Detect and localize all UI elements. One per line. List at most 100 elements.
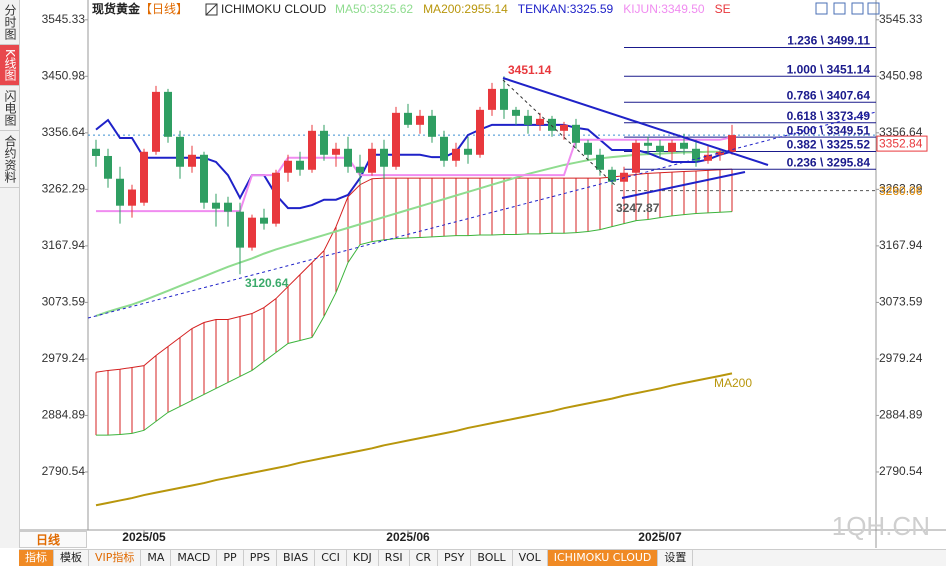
toolbar-tab[interactable]: KDJ <box>347 550 379 566</box>
candle-body <box>656 145 664 152</box>
fib-label: 0.500 \ 3349.51 <box>787 123 871 137</box>
candle-body <box>440 136 448 161</box>
cloud-span-a <box>96 211 733 436</box>
side-tabs: 分时图 K线图 闪电图 合约资料 <box>0 0 20 548</box>
toolbar-tab[interactable]: PSY <box>438 550 472 566</box>
y-tick-label-right: 2979.24 <box>879 351 923 365</box>
candle-body <box>548 118 556 131</box>
toolbar-tab[interactable]: MA <box>141 550 172 566</box>
timeframe[interactable]: 日线 <box>19 531 87 548</box>
candle-body <box>188 154 196 167</box>
x-tick-label: 2025/06 <box>386 530 430 544</box>
signal-label: SE <box>715 2 731 16</box>
toolbar-tab[interactable]: VOL <box>513 550 548 566</box>
toolbar-tab[interactable]: VIP指标 <box>89 550 142 566</box>
candle-body <box>236 211 244 248</box>
indicator-line <box>95 372 733 507</box>
reference-price-label: 3260.06 <box>879 184 923 198</box>
candle-body <box>428 115 436 137</box>
toolbar-tab[interactable]: MACD <box>171 550 218 566</box>
toolbar-tab[interactable]: BOLL <box>471 550 513 566</box>
indicator-line <box>96 136 733 213</box>
candle-body <box>344 148 352 167</box>
toolbar-tab[interactable]: PP <box>217 550 244 566</box>
indicator-icon[interactable] <box>205 3 218 16</box>
icon-button[interactable] <box>815 2 828 15</box>
x-tick-label: 2025/07 <box>638 530 682 544</box>
annotation: 3451.14 <box>508 63 552 77</box>
x-tick-label: 2025/05 <box>122 530 166 544</box>
trend-line-dashed <box>502 79 617 187</box>
candle-body <box>140 151 148 203</box>
y-tick-label-right: 3545.33 <box>879 12 923 26</box>
candle-body <box>224 202 232 212</box>
candle-body <box>260 217 268 224</box>
candle-body <box>572 124 580 143</box>
trend-line-dashed <box>87 111 877 319</box>
indicator-icon <box>205 3 218 16</box>
candle-body <box>164 91 172 137</box>
last-price-box <box>876 135 928 152</box>
y-tick-label: 2979.24 <box>42 351 86 365</box>
candle-body <box>392 112 400 167</box>
icon-button[interactable] <box>833 2 846 15</box>
candle-body <box>128 189 136 206</box>
indicator-name: ICHIMOKU CLOUD <box>221 2 327 16</box>
candle-body <box>536 118 544 125</box>
y-tick-label: 3167.94 <box>42 238 86 252</box>
legend-entry: KIJUN:3349.50 <box>623 2 705 16</box>
plot-area: 1.236 \ 3499.11 1.000 \ 3451.14 0.786 \ 34… <box>88 34 876 507</box>
y-tick-label-right: 2790.54 <box>879 464 923 478</box>
candle-body <box>248 217 256 248</box>
fib-label: 1.236 \ 3499.11 <box>787 34 870 48</box>
candle-body <box>320 130 328 155</box>
indicator-line <box>95 150 733 317</box>
candle-body <box>524 115 532 125</box>
toolbar-icons <box>815 2 880 15</box>
side-tab[interactable]: 分时图 <box>0 0 19 45</box>
legend-entry: MA50:3325.62 <box>335 2 413 16</box>
toolbar-tab[interactable]: 设置 <box>658 550 694 566</box>
legend-entry: MA200:2955.14 <box>423 2 508 16</box>
side-tab[interactable]: 合约资料 <box>0 131 19 188</box>
fib-label: 0.618 \ 3373.49 <box>787 109 871 123</box>
candle-body <box>716 151 724 155</box>
side-tab[interactable]: 闪电图 <box>0 86 19 131</box>
candle-body <box>668 142 676 152</box>
toolbar-tab[interactable]: CCI <box>315 550 347 566</box>
candle-body <box>308 130 316 170</box>
candle-body <box>212 202 220 209</box>
toolbar-tab[interactable]: 指标 <box>19 550 54 566</box>
toolbar-tab[interactable]: ICHIMOKU CLOUD <box>547 550 659 566</box>
candle-body <box>560 124 568 131</box>
candle-body <box>368 148 376 173</box>
candle-body <box>620 172 628 182</box>
toolbar-tab[interactable]: 模板 <box>54 550 89 566</box>
y-tick-label-right: 2884.89 <box>879 408 923 422</box>
side-tab[interactable]: K线图 <box>0 45 19 86</box>
toolbar-tab[interactable]: RSI <box>379 550 410 566</box>
icon-button[interactable] <box>867 2 880 15</box>
y-tick-label-right: 3450.98 <box>879 68 923 82</box>
toolbar-tab[interactable]: PPS <box>244 550 277 566</box>
candle-body <box>464 148 472 155</box>
candle-body <box>200 154 208 203</box>
watermark: 1QH.CN <box>832 511 930 541</box>
last-price-label: 3352.84 <box>879 136 923 150</box>
candle-body <box>332 148 340 155</box>
icon-button[interactable] <box>851 2 864 15</box>
candle-body <box>512 109 520 116</box>
candle-body <box>488 88 496 110</box>
candle-body <box>380 148 388 167</box>
candle-body <box>584 142 592 155</box>
annotation: 3247.87 <box>616 201 660 215</box>
toolbar-tab[interactable]: BIAS <box>277 550 316 566</box>
instrument: 现货黄金 <box>92 1 141 16</box>
candle-body <box>644 142 652 146</box>
candle-body <box>680 142 688 149</box>
background <box>0 0 946 548</box>
candle-body <box>272 172 280 224</box>
toolbar-tab[interactable]: CR <box>410 550 438 566</box>
candle-body <box>500 88 508 110</box>
